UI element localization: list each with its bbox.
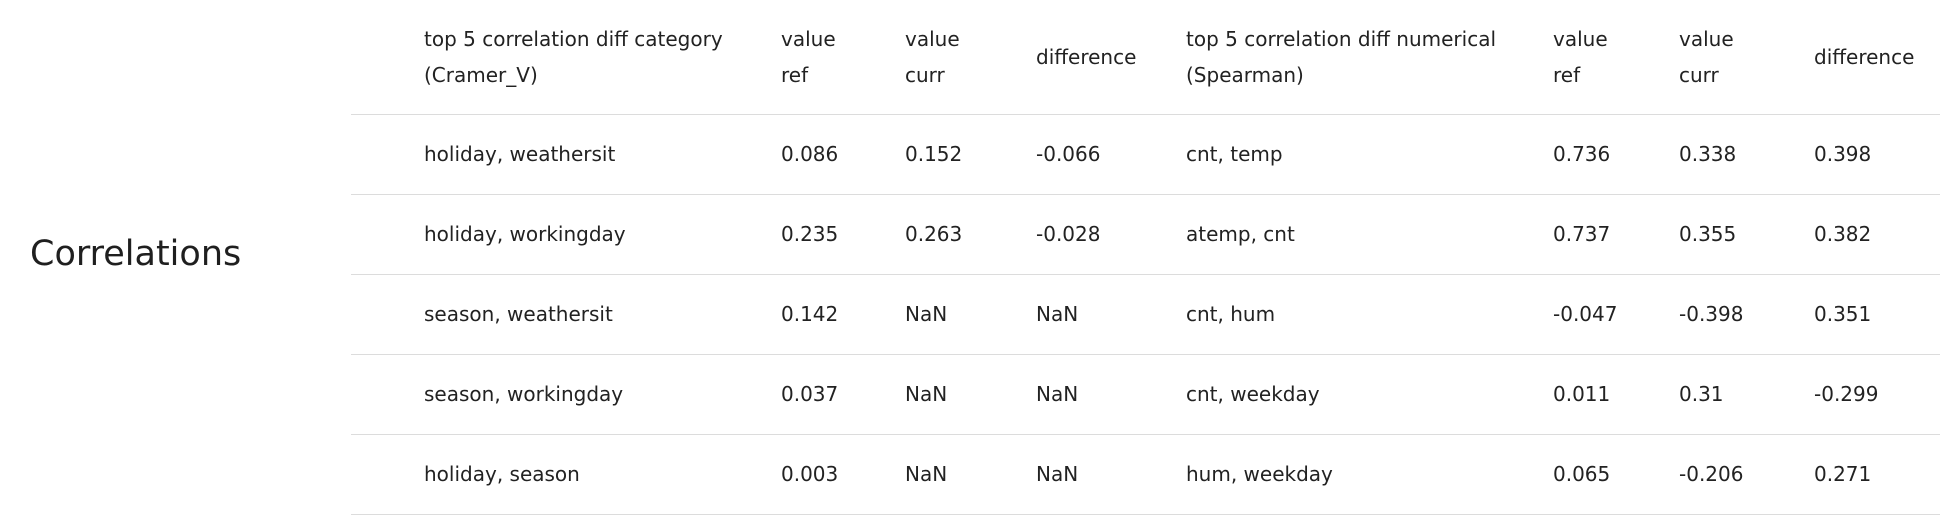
cell-cat-difference: -0.028	[1036, 222, 1101, 246]
cell-num-value-curr: -0.398	[1679, 302, 1744, 326]
cell-num-value-ref: 0.065	[1553, 462, 1611, 486]
cell-num-value-ref: 0.736	[1553, 142, 1611, 166]
cell-cat-value-ref: 0.086	[781, 142, 839, 166]
row-spacer	[351, 434, 424, 514]
cell-cat-difference: -0.066	[1036, 142, 1101, 166]
cell-cat-value-curr: NaN	[905, 302, 948, 326]
cell-cat-difference: NaN	[1036, 382, 1079, 406]
row-spacer	[351, 354, 424, 434]
table-row: holiday, season 0.003 NaN NaN hum, weekd…	[351, 434, 1940, 514]
header-spacer	[351, 0, 424, 114]
cell-num-value-curr: 0.31	[1679, 382, 1724, 406]
header-cat-value-ref: value ref	[781, 26, 836, 87]
correlations-table: top 5 correlation diff category (Cramer_…	[351, 0, 1940, 515]
cell-category-pair: holiday, workingday	[424, 222, 626, 246]
header-num-value-curr: value curr	[1679, 26, 1734, 87]
header-numerical-pair: top 5 correlation diff numerical (Spearm…	[1186, 26, 1496, 87]
cell-cat-value-ref: 0.003	[781, 462, 839, 486]
header-num-difference: difference	[1814, 44, 1915, 69]
header-cat-difference: difference	[1036, 44, 1137, 69]
row-spacer	[351, 194, 424, 274]
cell-numerical-pair: cnt, weekday	[1186, 382, 1320, 406]
correlations-table-container: top 5 correlation diff category (Cramer_…	[351, 0, 1940, 515]
cell-numerical-pair: atemp, cnt	[1186, 222, 1295, 246]
cell-num-difference: 0.382	[1814, 222, 1872, 246]
cell-category-pair: season, workingday	[424, 382, 624, 406]
header-num-value-ref: value ref	[1553, 26, 1608, 87]
cell-category-pair: holiday, weathersit	[424, 142, 616, 166]
cell-cat-value-curr: NaN	[905, 462, 948, 486]
cell-num-difference: 0.351	[1814, 302, 1872, 326]
cell-cat-value-curr: 0.263	[905, 222, 963, 246]
cell-num-value-curr: 0.338	[1679, 142, 1737, 166]
table-header-row: top 5 correlation diff category (Cramer_…	[351, 0, 1940, 114]
table-row: season, weathersit 0.142 NaN NaN cnt, hu…	[351, 274, 1940, 354]
header-category-pair: top 5 correlation diff category (Cramer_…	[424, 26, 723, 87]
cell-numerical-pair: cnt, temp	[1186, 142, 1283, 166]
header-cat-value-curr: value curr	[905, 26, 960, 87]
cell-num-value-curr: -0.206	[1679, 462, 1744, 486]
cell-numerical-pair: hum, weekday	[1186, 462, 1333, 486]
cell-cat-value-ref: 0.235	[781, 222, 839, 246]
cell-num-value-curr: 0.355	[1679, 222, 1737, 246]
table-row: season, workingday 0.037 NaN NaN cnt, we…	[351, 354, 1940, 434]
table-row: holiday, workingday 0.235 0.263 -0.028 a…	[351, 194, 1940, 274]
cell-cat-value-curr: 0.152	[905, 142, 963, 166]
cell-num-value-ref: 0.011	[1553, 382, 1611, 406]
row-spacer	[351, 114, 424, 194]
cell-category-pair: holiday, season	[424, 462, 580, 486]
cell-cat-value-ref: 0.037	[781, 382, 839, 406]
cell-cat-value-curr: NaN	[905, 382, 948, 406]
cell-cat-difference: NaN	[1036, 462, 1079, 486]
cell-cat-difference: NaN	[1036, 302, 1079, 326]
cell-num-value-ref: -0.047	[1553, 302, 1618, 326]
cell-category-pair: season, weathersit	[424, 302, 613, 326]
row-spacer	[351, 274, 424, 354]
cell-cat-value-ref: 0.142	[781, 302, 839, 326]
table-row: holiday, weathersit 0.086 0.152 -0.066 c…	[351, 114, 1940, 194]
cell-num-value-ref: 0.737	[1553, 222, 1611, 246]
cell-numerical-pair: cnt, hum	[1186, 302, 1276, 326]
cell-num-difference: 0.271	[1814, 462, 1872, 486]
section-title: Correlations	[30, 234, 242, 274]
cell-num-difference: 0.398	[1814, 142, 1872, 166]
cell-num-difference: -0.299	[1814, 382, 1879, 406]
